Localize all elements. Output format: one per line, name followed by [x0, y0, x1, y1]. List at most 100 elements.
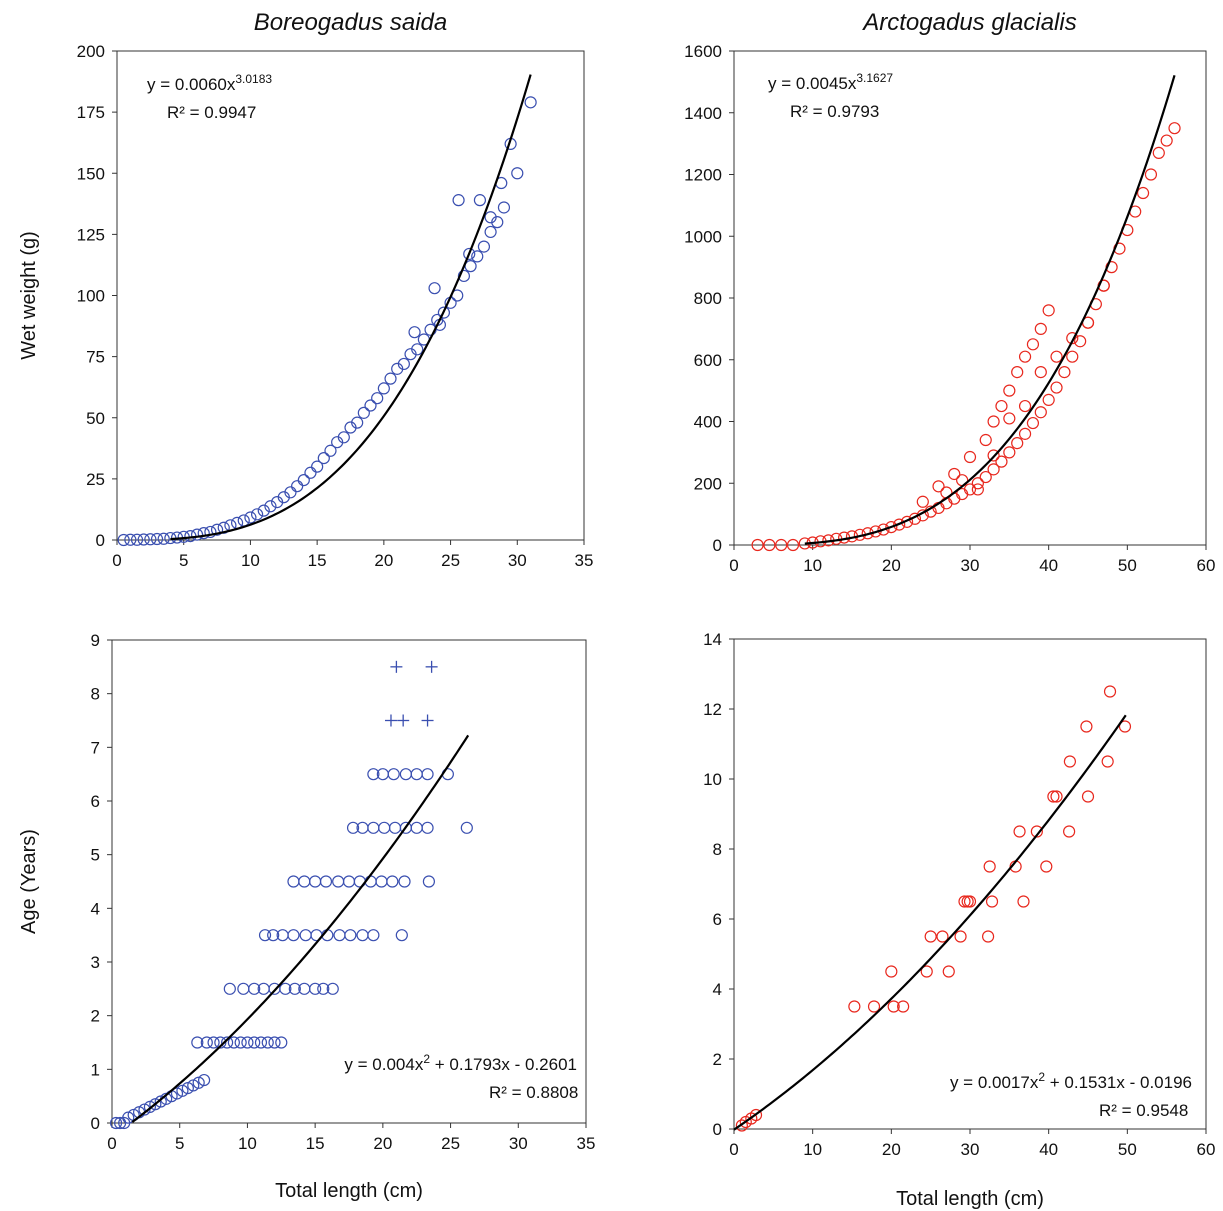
data-point	[471, 250, 484, 263]
x-tick-label: 25	[441, 1134, 460, 1153]
chart-panel-1: 0 5 10 15 20 25 30 35 0 25 50 75 100 125 150 175 200 Bore…	[18, 9, 593, 570]
data-point	[1034, 406, 1047, 419]
chart-panel-3: 0 5 10 15 20 25 30 35 0 1 2 3 4 5 6 7 8 9 Total length (cm…	[18, 631, 595, 1202]
data-point	[867, 1000, 881, 1013]
data-point	[460, 821, 473, 834]
data-point	[932, 480, 945, 493]
fit-equation: y = 0.0045x3.1627	[768, 71, 893, 93]
y-tick-label: 6	[713, 910, 722, 929]
data-point	[357, 406, 370, 419]
x-tick-label: 35	[575, 551, 594, 570]
y-tick-label: 400	[694, 413, 722, 432]
data-point	[337, 431, 350, 444]
data-point	[122, 1111, 135, 1124]
x-tick-label: 20	[373, 1134, 392, 1153]
data-point	[979, 433, 992, 447]
data-point	[388, 821, 402, 834]
data-point	[463, 247, 476, 261]
data-point	[367, 929, 380, 942]
data-point	[1118, 720, 1132, 733]
data-point-plus	[397, 714, 410, 727]
data-point	[207, 1036, 220, 1049]
data-point	[241, 1036, 254, 1049]
data-point	[961, 895, 974, 908]
x-tick-label: 30	[961, 1140, 980, 1159]
data-point	[288, 982, 301, 995]
data-point	[916, 495, 929, 508]
data-point	[763, 538, 776, 552]
data-point	[191, 1036, 204, 1049]
x-tick-label: 30	[508, 551, 527, 570]
y-tick-label: 150	[77, 164, 105, 183]
data-point	[987, 463, 1000, 476]
y-axis-label: Wet weight (g)	[18, 231, 40, 360]
y-tick-label: 200	[77, 42, 105, 61]
data-point	[317, 451, 330, 465]
data-point	[287, 929, 300, 942]
equation-lead: y = 0.0060x	[147, 75, 236, 94]
fit-equation: y = 0.0017x2 + 0.1531x - 0.0196	[950, 1070, 1192, 1092]
data-point	[971, 477, 984, 490]
plot-frame	[116, 50, 585, 541]
data-point	[399, 768, 412, 781]
data-point	[958, 895, 971, 908]
data-point	[410, 768, 423, 781]
data-point	[157, 532, 170, 545]
data-point	[437, 306, 450, 319]
data-point	[1101, 755, 1114, 768]
fit-curve	[733, 714, 1127, 1131]
data-point	[983, 860, 996, 873]
x-tick-label: 50	[1118, 1140, 1137, 1159]
x-tick-label: 0	[107, 1134, 116, 1153]
x-tick-label: 20	[374, 551, 393, 570]
data-point	[275, 1036, 288, 1049]
data-point	[144, 533, 157, 546]
y-tick-label: 1600	[684, 42, 722, 61]
y-tick-label: 5	[91, 846, 100, 865]
data-point	[749, 1108, 763, 1122]
plot-frame	[733, 638, 1207, 1130]
chart-panel-2: 0 10 20 30 40 50 60020040060080010001200140016…	[684, 9, 1215, 575]
data-point	[1050, 381, 1063, 394]
data-point	[332, 875, 345, 888]
data-point	[150, 532, 164, 546]
data-point	[378, 821, 391, 834]
y-tick-label: 800	[694, 289, 722, 308]
data-point	[1011, 437, 1024, 450]
data-point	[117, 533, 130, 547]
x-tick-label: 0	[729, 1140, 738, 1159]
equation-tail: + 0.1531x - 0.0196	[1045, 1073, 1192, 1092]
y-tick-label: 4	[91, 899, 100, 918]
y-tick-label: 8	[91, 685, 100, 704]
x-tick-label: 0	[729, 556, 738, 575]
data-point	[124, 533, 137, 546]
data-point	[170, 1087, 184, 1100]
y-tick-label: 100	[77, 287, 105, 306]
x-tick-label: 20	[882, 1140, 901, 1159]
data-point	[1074, 335, 1087, 348]
r-squared: R² = 0.9548	[1099, 1101, 1188, 1120]
data-point	[261, 1036, 274, 1049]
data-point	[309, 875, 322, 888]
data-point	[1018, 350, 1032, 363]
data-point	[364, 399, 377, 412]
x-tick-label: 40	[1039, 556, 1058, 575]
data-point	[223, 982, 236, 995]
data-point	[942, 965, 955, 978]
data-point	[386, 875, 399, 888]
data-point	[237, 514, 250, 527]
x-tick-label: 30	[961, 556, 980, 575]
data-point	[1026, 416, 1040, 430]
data-point	[284, 486, 297, 499]
data-point	[995, 399, 1008, 413]
data-point	[484, 225, 497, 239]
x-tick-label: 5	[175, 1134, 184, 1153]
data-point	[384, 372, 397, 385]
data-point	[963, 483, 977, 496]
data-point	[457, 269, 471, 283]
data-point	[176, 1084, 189, 1097]
data-point	[477, 240, 491, 253]
data-point	[1018, 399, 1032, 413]
data-point	[248, 1036, 261, 1049]
